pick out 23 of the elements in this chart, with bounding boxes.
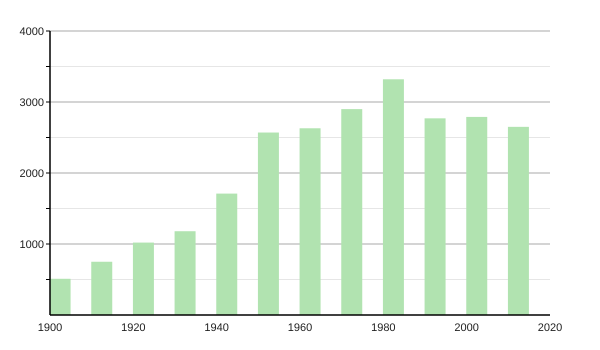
y-tick-label: 3000 (20, 96, 44, 109)
bar (132, 242, 154, 315)
bar (216, 194, 238, 315)
bar (341, 109, 362, 315)
bar (258, 132, 279, 315)
bar (174, 231, 196, 315)
x-tick-label: 2020 (538, 322, 562, 334)
bar (50, 278, 71, 315)
y-tick-label: 1000 (20, 238, 44, 251)
y-tick-label: 2000 (20, 168, 44, 180)
x-tick-label: 1940 (204, 322, 229, 334)
x-tick-label: 1900 (38, 322, 62, 334)
bar (382, 79, 404, 315)
x-tick-label: 2000 (454, 322, 479, 334)
bar (300, 128, 321, 315)
x-tick-label: 1920 (121, 322, 146, 334)
x-tick-label: 1980 (371, 322, 396, 334)
bar (91, 262, 112, 315)
y-tick-label: 4000 (20, 26, 44, 38)
bar (424, 118, 446, 315)
x-tick-label: 1960 (288, 322, 312, 334)
bar (466, 116, 488, 315)
bar (508, 126, 529, 315)
